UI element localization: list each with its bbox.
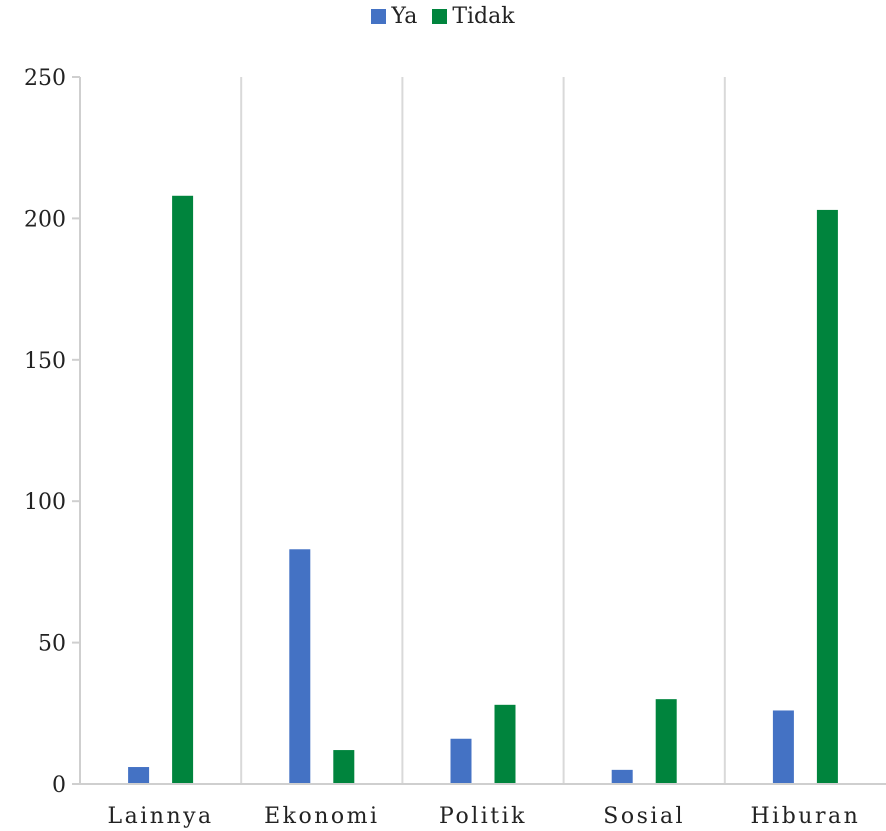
legend-swatch-ya [371, 9, 387, 24]
bar-ya-lainnya [128, 767, 150, 784]
y-tick-label: 250 [24, 66, 66, 91]
legend-item-tidak: Tidak [432, 4, 515, 29]
bar-ya-sosial [611, 769, 633, 784]
x-tick-label: Politik [439, 804, 527, 829]
x-tick-label: Lainnya [108, 804, 214, 829]
legend-label-ya: Ya [391, 4, 418, 29]
y-tick-label: 200 [24, 207, 66, 232]
y-tick-label: 0 [52, 773, 66, 798]
bar-tidak-hiburan [816, 209, 838, 784]
legend-label-tidak: Tidak [452, 4, 515, 29]
legend-item-ya: Ya [371, 4, 417, 29]
y-tick-label: 100 [24, 490, 66, 515]
y-tick-label: 150 [24, 349, 66, 374]
bar-ya-hiburan [772, 710, 794, 784]
x-tick-label: Hiburan [751, 804, 861, 829]
bar-tidak-sosial [655, 699, 677, 784]
x-tick-label: Ekonomi [264, 804, 379, 829]
bar-tidak-lainnya [172, 195, 194, 784]
legend-swatch-tidak [432, 9, 448, 24]
legend: Ya Tidak [0, 4, 886, 30]
y-tick-label: 50 [38, 632, 66, 657]
x-tick-label: Sosial [603, 804, 685, 829]
bar-ya-ekonomi [289, 549, 311, 784]
bar-ya-politik [450, 738, 472, 784]
bar-tidak-ekonomi [333, 750, 355, 784]
bar-tidak-politik [494, 704, 516, 784]
